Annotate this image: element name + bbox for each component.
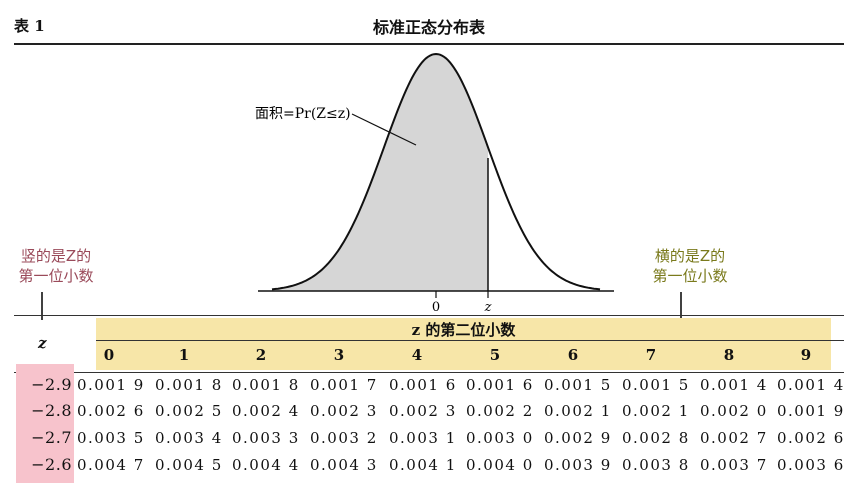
column-header: 0 [103,346,115,364]
column-highlight-band [96,318,831,370]
table-cell: 0.002 6 [777,429,845,447]
table-cell: 0.002 4 [232,402,300,420]
annotation-right-line2: 第一位小数 [652,267,728,285]
z-column-header: z [38,334,47,352]
column-header: 2 [255,346,267,364]
table-cell: 0.003 8 [622,456,690,474]
row-highlight-band [16,364,74,483]
column-header: 5 [489,346,501,364]
column-group-title: z 的第二位小数 [411,321,516,339]
header-rule [14,43,844,45]
table-cell: 0.001 5 [622,376,690,394]
z-value: −2.8 [31,401,72,420]
table-label: 表 1 [14,17,45,35]
table-cell: 0.003 0 [466,429,534,447]
table-cell: 0.004 5 [155,456,223,474]
axis-label-zero: 0 [432,300,440,315]
column-group-rule [96,340,844,341]
table-cell: 0.001 8 [232,376,300,394]
table-cell: 0.002 1 [544,402,612,420]
table-cell: 0.001 9 [777,402,845,420]
shaded-area [272,54,488,291]
table-cell: 0.001 8 [155,376,223,394]
z-value: −2.6 [31,455,72,474]
column-header: 3 [333,346,345,364]
table-cell: 0.002 0 [700,402,768,420]
column-header: 6 [567,346,579,364]
table-cell: 0.001 5 [544,376,612,394]
table-cell: 0.001 9 [77,376,145,394]
area-label: 面积=Pr(Z≤z) [255,106,351,122]
table-cell: 0.002 9 [544,429,612,447]
table-cell: 0.004 0 [466,456,534,474]
table-cell: 0.001 6 [466,376,534,394]
table-cell: 0.003 7 [700,456,768,474]
annotation-left-line2: 第一位小数 [18,267,94,285]
table-cell: 0.003 1 [389,429,457,447]
column-header: 8 [723,346,735,364]
column-header: 1 [178,346,190,364]
page-title: 标准正态分布表 [372,18,485,37]
table-cell: 0.001 4 [700,376,768,394]
bell-curve [271,52,601,291]
table-cell: 0.003 5 [77,429,145,447]
table-cell: 0.003 6 [777,456,845,474]
z-value: −2.7 [31,428,72,447]
annotation-left-line1: 竖的是Z的 [20,247,92,265]
z-value: −2.9 [31,375,72,394]
normal-curve-figure: 0 z 面积=Pr(Z≤z) [41,52,682,320]
table-top-rule [14,315,844,316]
table-header-rule [14,372,844,373]
table-cell: 0.002 1 [622,402,690,420]
table-cell: 0.003 3 [232,429,300,447]
table-cell: 0.002 3 [389,402,457,420]
table-cell: 0.002 8 [622,429,690,447]
table-cell: 0.004 3 [310,456,378,474]
table-cell: 0.002 5 [155,402,223,420]
table-cell: 0.002 2 [466,402,534,420]
column-header: 7 [645,346,657,364]
axis-label-z: z [484,300,492,315]
column-header: 9 [800,346,812,364]
column-header: 4 [411,346,423,364]
table-cell: 0.001 4 [777,376,845,394]
annotation-right: 横的是Z的 第一位小数 [640,246,740,286]
table-cell: 0.003 9 [544,456,612,474]
table-cell: 0.002 6 [77,402,145,420]
annotation-left: 竖的是Z的 第一位小数 [6,246,106,286]
table-cell: 0.004 7 [77,456,145,474]
table-cell: 0.001 7 [310,376,378,394]
table-cell: 0.002 3 [310,402,378,420]
table-cell: 0.001 6 [389,376,457,394]
area-leader-line [351,113,417,146]
table-cell: 0.002 7 [700,429,768,447]
table-cell: 0.004 4 [232,456,300,474]
table-cell: 0.003 4 [155,429,223,447]
table-cell: 0.003 2 [310,429,378,447]
table-cell: 0.004 1 [389,456,457,474]
annotation-right-line1: 横的是Z的 [654,247,726,265]
